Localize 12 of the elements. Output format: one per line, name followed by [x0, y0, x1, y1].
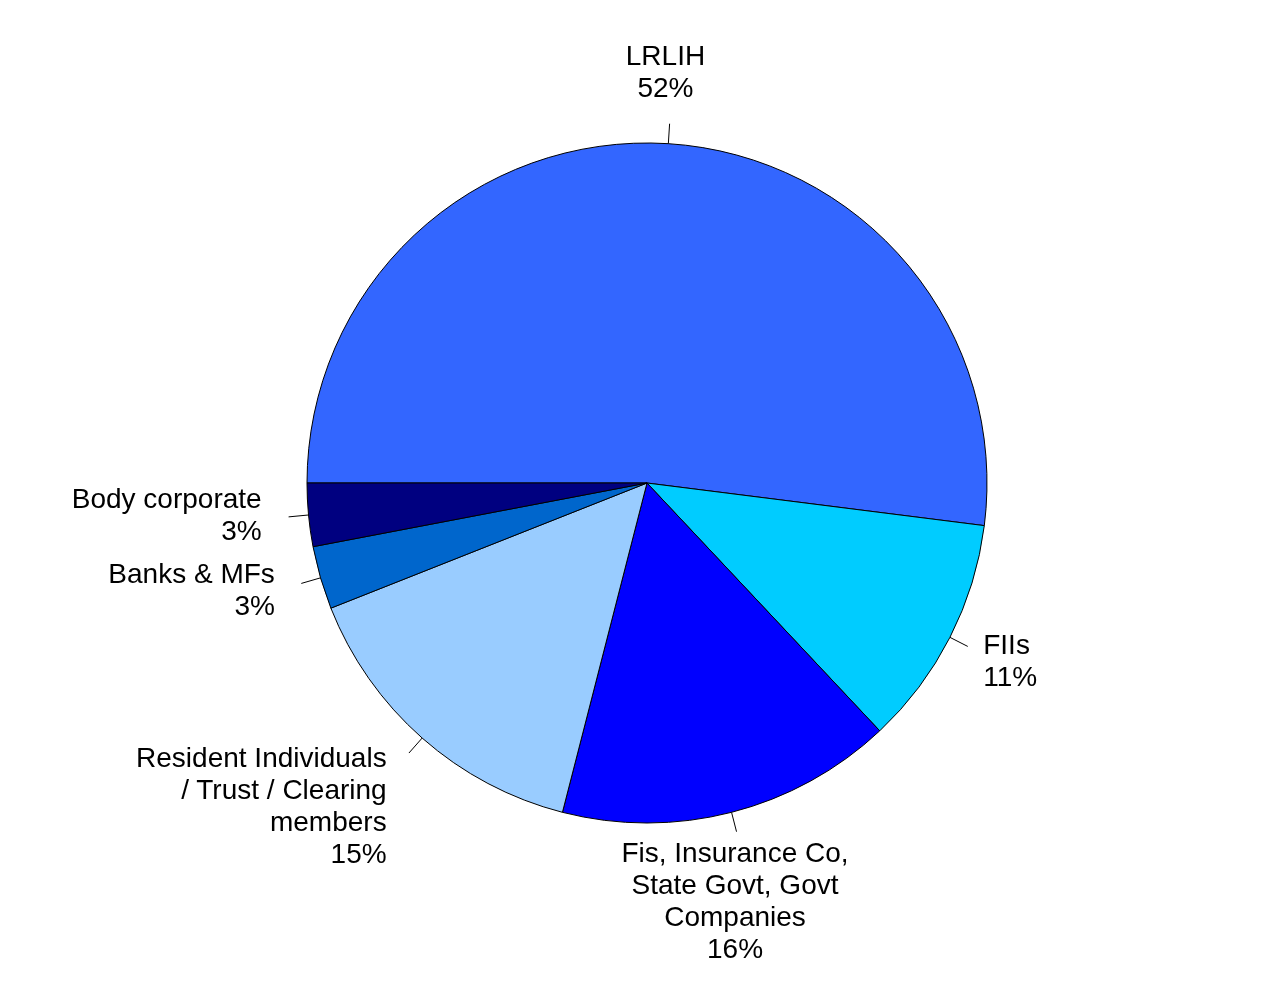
slice-label: Resident Individuals / Trust / Clearing members: [136, 741, 387, 837]
data-label: 3%: [234, 590, 275, 622]
slice-label: FIIs: [983, 629, 1030, 661]
slice-label: Banks & MFs: [108, 558, 275, 590]
data-label: 3%: [221, 515, 262, 547]
slice-label: Body corporate: [71, 483, 262, 515]
data-label: 52%: [637, 71, 694, 103]
data-label: 16%: [706, 933, 764, 965]
data-label: 15%: [330, 837, 387, 869]
data-label: 11%: [983, 661, 1038, 693]
slice-label: Fis, Insurance Co, State Govt, Govt Companies: [621, 837, 849, 933]
slice-label: LRLIH: [625, 39, 706, 71]
